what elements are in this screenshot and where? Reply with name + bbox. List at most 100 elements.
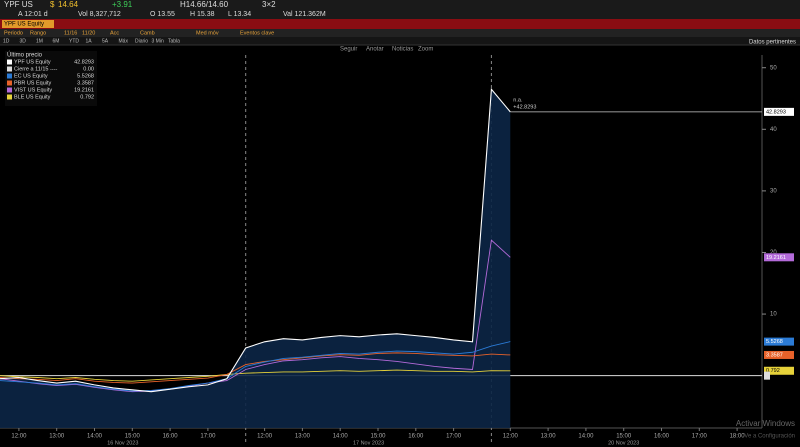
watermark: Ve a Configuración bbox=[744, 434, 795, 440]
legend-name: VIST US Equity bbox=[14, 87, 52, 93]
y-tick-label: 20 bbox=[770, 250, 777, 256]
toolbar-item[interactable]: 11/16 bbox=[64, 30, 77, 36]
period-button[interactable]: YTD bbox=[69, 38, 79, 44]
chart-menu-item[interactable]: Zoom bbox=[418, 47, 433, 53]
security-bar bbox=[0, 19, 800, 29]
security[interactable]: YPF US Equity bbox=[4, 22, 44, 28]
legend-swatch bbox=[7, 94, 12, 100]
x-tick-label: 16:00 bbox=[408, 434, 424, 440]
x-tick-label: 13:00 bbox=[295, 434, 311, 440]
chart-menu-item[interactable]: Seguir bbox=[340, 47, 357, 53]
legend-name: BLE US Equity bbox=[14, 94, 51, 100]
value-tag bbox=[764, 253, 794, 262]
chart-menu-item[interactable]: Anotar bbox=[366, 47, 384, 53]
x-tick-label: 15:00 bbox=[616, 434, 632, 440]
x-tick-label: 13:00 bbox=[541, 434, 557, 440]
side-label: Datos pertinentes bbox=[749, 40, 796, 46]
value-tag bbox=[764, 371, 770, 380]
legend-box bbox=[5, 51, 97, 106]
high: H 15.38 bbox=[190, 11, 215, 18]
chart-menu-item[interactable]: Noticias bbox=[392, 47, 413, 53]
date-label: 17 Nov 2023 bbox=[353, 440, 384, 446]
legend-value: 42.8293 bbox=[74, 59, 94, 65]
value-tag-label: 5.5268 bbox=[766, 339, 783, 345]
ticker: YPF US bbox=[4, 0, 33, 9]
period-button[interactable]: Tabla bbox=[168, 38, 180, 44]
period-button[interactable]: 6M bbox=[53, 38, 60, 44]
toolbar-item[interactable]: Periodo bbox=[4, 30, 23, 36]
security-box[interactable] bbox=[2, 20, 54, 28]
legend-swatch bbox=[7, 66, 12, 72]
legend-value: 3.3587 bbox=[77, 80, 94, 86]
x-tick-label: 15:00 bbox=[370, 434, 386, 440]
x-tick-label: 17:00 bbox=[692, 434, 708, 440]
x-tick-label: 14:00 bbox=[87, 434, 103, 440]
legend-title: Último precio bbox=[7, 52, 43, 59]
currency: $ bbox=[50, 0, 55, 9]
value-tag-label: 0.792 bbox=[766, 368, 780, 374]
period-button[interactable]: 3 Min bbox=[152, 38, 164, 44]
toolbar-item[interactable]: Acc bbox=[110, 30, 119, 36]
size: 3×2 bbox=[262, 0, 276, 9]
legend-value: 5.5268 bbox=[77, 73, 94, 79]
y-tick-label: 40 bbox=[770, 127, 777, 133]
change: +3.91 bbox=[112, 0, 133, 9]
volume: Vol 8,327,712 bbox=[78, 11, 121, 18]
period-button[interactable]: 3D bbox=[20, 38, 27, 44]
value-tag bbox=[764, 337, 794, 346]
x-tick-label: 13:00 bbox=[49, 434, 65, 440]
x-tick-label: 12:00 bbox=[503, 434, 519, 440]
period-button[interactable]: 1M bbox=[36, 38, 43, 44]
legend-name: YPF US Equity bbox=[14, 59, 51, 65]
legend-name: Cierre a 11/15 ---- bbox=[14, 66, 57, 72]
x-tick-label: 14:00 bbox=[333, 434, 349, 440]
value-tag-label: 19.2161 bbox=[766, 255, 786, 261]
legend-swatch bbox=[7, 73, 12, 79]
value-tag-label: 42.8293 bbox=[766, 109, 786, 115]
period-button[interactable]: 5A bbox=[102, 38, 109, 44]
toolbar-item[interactable]: Eventos clave bbox=[240, 30, 274, 36]
x-tick-label: 18:00 bbox=[730, 434, 746, 440]
x-tick-label: 16:00 bbox=[654, 434, 670, 440]
toolbar-item[interactable]: Camb bbox=[140, 30, 155, 36]
legend-swatch bbox=[7, 80, 12, 86]
area-fill bbox=[0, 89, 511, 429]
quote-bar bbox=[0, 0, 800, 19]
toolbar-item[interactable]: Med móv bbox=[196, 30, 219, 36]
y-tick-label: 10 bbox=[770, 312, 777, 318]
legend-value: 0.00 bbox=[83, 66, 94, 72]
annotation: +42.8293 bbox=[513, 104, 536, 110]
low: L 13.34 bbox=[228, 11, 251, 18]
legend-swatch bbox=[7, 59, 12, 65]
toolbar-item[interactable]: Rango bbox=[30, 30, 46, 36]
legend-value: 19.2161 bbox=[74, 87, 94, 93]
time: A 12:01 d bbox=[18, 11, 48, 18]
series-line bbox=[0, 87, 511, 393]
x-tick-label: 17:00 bbox=[446, 434, 462, 440]
toolbar-item[interactable]: 11/20 bbox=[82, 30, 95, 36]
price: 14.64 bbox=[58, 0, 79, 9]
hi-lo: H14.66/14.60 bbox=[180, 0, 229, 9]
x-tick-label: 12:00 bbox=[11, 434, 27, 440]
period-button[interactable]: Diario bbox=[135, 38, 148, 44]
date-label: 16 Nov 2023 bbox=[107, 440, 138, 446]
x-tick-label: 12:00 bbox=[257, 434, 273, 440]
series-line bbox=[0, 341, 511, 392]
y-tick-label: 50 bbox=[770, 65, 777, 71]
value-tag bbox=[764, 350, 794, 359]
legend-name: PBR US Equity bbox=[14, 80, 52, 86]
value-tag-label: 3.3587 bbox=[766, 352, 783, 358]
open: O 13.55 bbox=[150, 11, 175, 18]
annotation: n.a. bbox=[513, 97, 523, 103]
x-tick-label: 17:00 bbox=[200, 434, 216, 440]
period-bar bbox=[0, 37, 800, 45]
series-line bbox=[0, 352, 511, 384]
series-line bbox=[0, 369, 511, 382]
x-tick-label: 14:00 bbox=[578, 434, 594, 440]
period-button[interactable]: 1A bbox=[86, 38, 93, 44]
period-button[interactable]: Máx bbox=[119, 38, 129, 44]
date-label: 20 Nov 2023 bbox=[608, 440, 639, 446]
value-tag bbox=[764, 107, 794, 116]
legend-value: 0.792 bbox=[80, 94, 94, 100]
period-button[interactable]: 1D bbox=[3, 38, 10, 44]
